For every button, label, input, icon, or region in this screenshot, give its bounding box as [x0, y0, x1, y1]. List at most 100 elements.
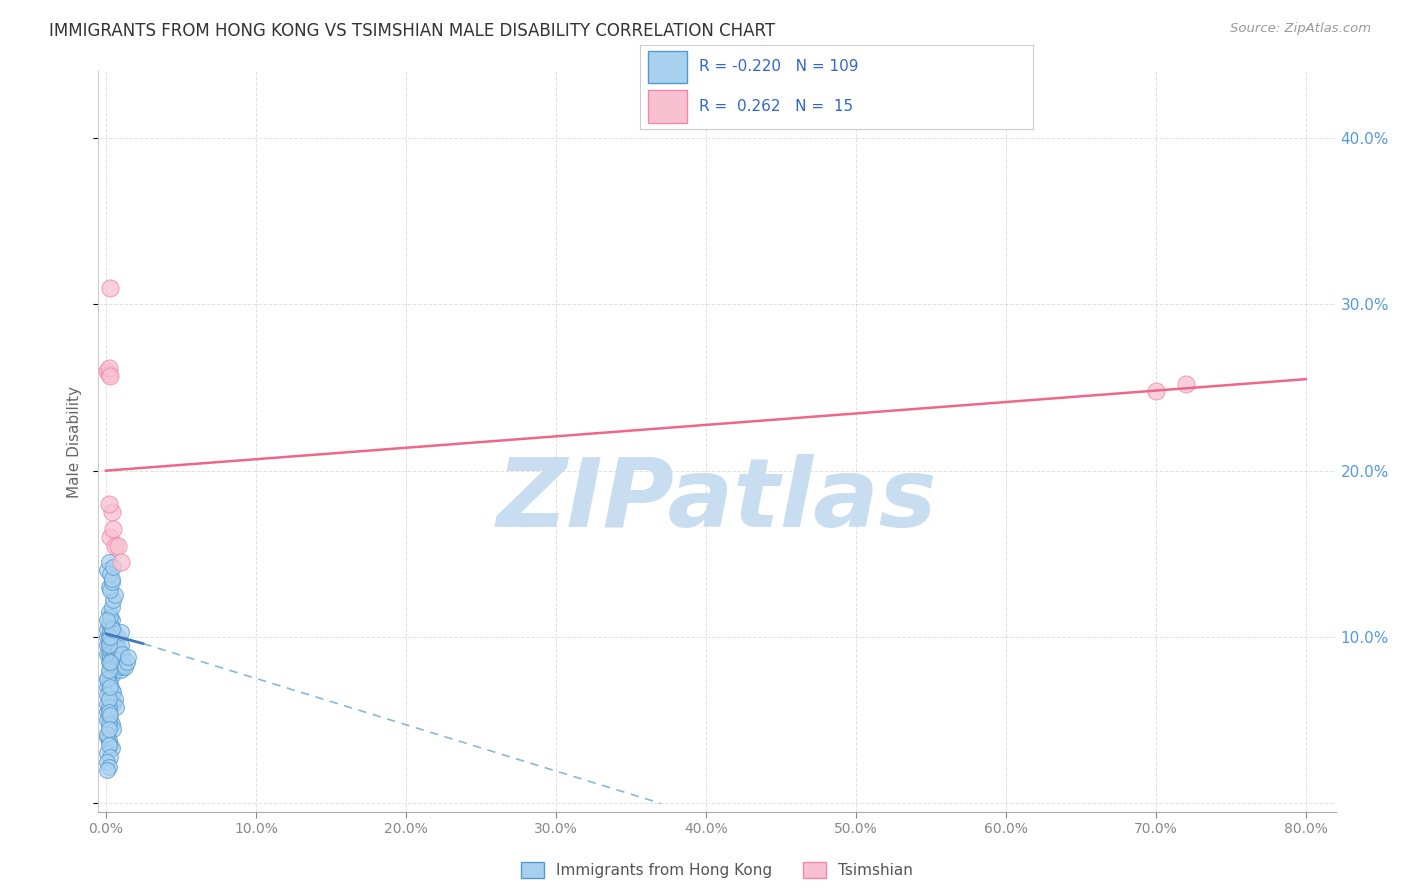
Point — [100, 713, 122, 727]
Point — [103, 722, 125, 736]
Point — [100, 530, 122, 544]
Point — [97, 691, 120, 706]
Point — [101, 638, 124, 652]
Point — [101, 716, 124, 731]
Point — [97, 675, 120, 690]
Point — [96, 747, 118, 761]
Point — [97, 605, 120, 619]
Point — [107, 539, 129, 553]
Point — [111, 660, 134, 674]
Point — [97, 733, 120, 747]
Point — [100, 583, 122, 598]
Point — [117, 650, 139, 665]
Point — [103, 666, 125, 681]
Point — [96, 638, 118, 652]
Point — [96, 680, 118, 694]
Point — [100, 676, 122, 690]
Point — [110, 625, 132, 640]
Point — [104, 539, 127, 553]
Point — [101, 505, 124, 519]
Point — [103, 593, 125, 607]
Point — [115, 655, 138, 669]
Point — [100, 655, 122, 669]
Point — [100, 280, 122, 294]
Point — [108, 641, 131, 656]
Point — [97, 647, 120, 661]
Point — [96, 647, 118, 661]
Point — [111, 647, 134, 661]
Point — [103, 622, 125, 636]
Point — [96, 730, 118, 744]
Text: R =  0.262   N =  15: R = 0.262 N = 15 — [699, 99, 853, 114]
Point — [96, 564, 118, 578]
Point — [101, 575, 124, 590]
Point — [101, 660, 124, 674]
Point — [103, 685, 125, 699]
Text: Source: ZipAtlas.com: Source: ZipAtlas.com — [1230, 22, 1371, 36]
Point — [97, 663, 120, 677]
Point — [100, 630, 122, 644]
Point — [104, 663, 127, 677]
Point — [103, 560, 125, 574]
Point — [101, 572, 124, 586]
Point — [97, 738, 120, 752]
Point — [100, 625, 122, 640]
Point — [100, 566, 122, 581]
Point — [100, 663, 122, 677]
Point — [104, 626, 127, 640]
Point — [101, 622, 124, 636]
Point — [114, 660, 136, 674]
Point — [104, 650, 127, 665]
Point — [105, 647, 128, 661]
Point — [105, 699, 128, 714]
Point — [100, 643, 122, 657]
Point — [101, 614, 124, 628]
Point — [110, 663, 132, 677]
Point — [110, 650, 132, 665]
Point — [96, 755, 118, 769]
Point — [100, 635, 122, 649]
Point — [97, 360, 120, 375]
Point — [97, 722, 120, 736]
Point — [97, 638, 120, 652]
Point — [97, 555, 120, 569]
FancyBboxPatch shape — [648, 51, 688, 83]
Point — [97, 580, 120, 594]
Point — [97, 760, 120, 774]
Point — [97, 616, 120, 631]
Point — [100, 688, 122, 702]
Point — [100, 616, 122, 631]
Point — [108, 655, 131, 669]
Point — [101, 693, 124, 707]
Y-axis label: Male Disability: Male Disability — [67, 385, 83, 498]
Point — [97, 367, 120, 381]
Text: IMMIGRANTS FROM HONG KONG VS TSIMSHIAN MALE DISABILITY CORRELATION CHART: IMMIGRANTS FROM HONG KONG VS TSIMSHIAN M… — [49, 22, 775, 40]
Point — [104, 589, 127, 603]
Point — [96, 763, 118, 777]
Point — [101, 625, 124, 640]
Point — [96, 672, 118, 686]
Point — [100, 610, 122, 624]
Point — [104, 638, 127, 652]
Point — [96, 726, 118, 740]
Point — [107, 630, 129, 644]
Point — [105, 633, 128, 648]
Point — [103, 522, 125, 536]
Legend: Immigrants from Hong Kong, Tsimshian: Immigrants from Hong Kong, Tsimshian — [522, 863, 912, 878]
FancyBboxPatch shape — [648, 90, 688, 122]
Point — [100, 610, 122, 624]
Point — [104, 691, 127, 706]
Point — [97, 638, 120, 652]
Point — [101, 600, 124, 615]
Point — [103, 643, 125, 657]
Point — [96, 697, 118, 711]
Point — [105, 660, 128, 674]
Point — [100, 749, 122, 764]
Point — [107, 643, 129, 657]
Point — [96, 622, 118, 636]
Point — [96, 705, 118, 719]
Point — [96, 614, 118, 628]
Point — [97, 683, 120, 698]
Point — [110, 555, 132, 569]
Text: R = -0.220   N = 109: R = -0.220 N = 109 — [699, 59, 858, 74]
